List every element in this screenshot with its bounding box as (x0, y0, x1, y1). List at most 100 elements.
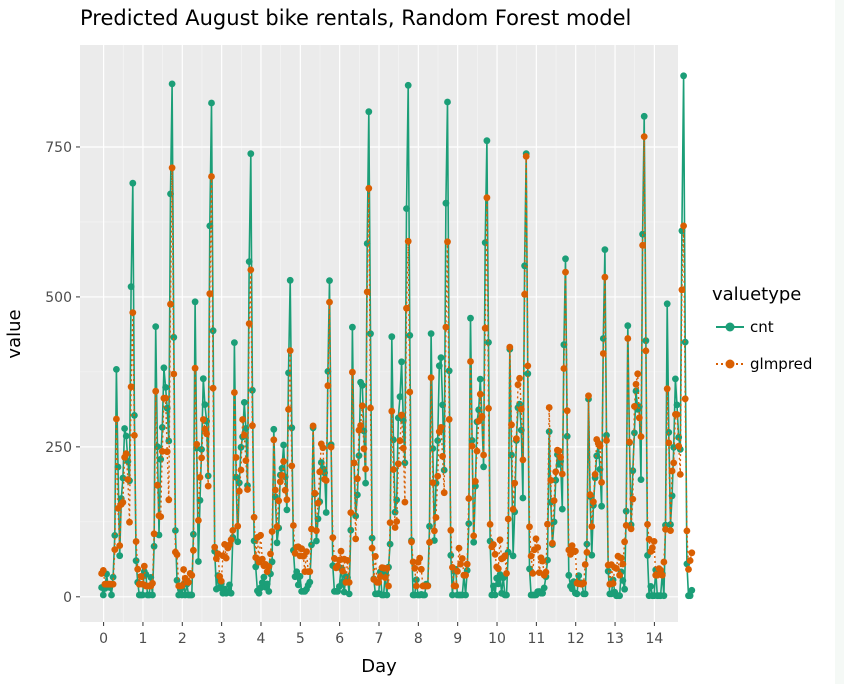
data-point-cnt (268, 558, 276, 566)
window-edge-strip (835, 0, 844, 684)
data-point-cnt (257, 584, 264, 592)
data-point-cnt (429, 445, 437, 452)
data-point-glmpred (375, 579, 383, 586)
data-point-glmpred (521, 290, 528, 298)
data-point-glmpred (544, 520, 551, 528)
data-point-glmpred (154, 481, 161, 489)
data-point-glmpred (586, 491, 594, 499)
data-point-glmpred (534, 544, 542, 551)
data-point-glmpred (206, 290, 214, 298)
data-point-glmpred (486, 521, 494, 528)
data-point-cnt (326, 277, 333, 284)
data-point-cnt (386, 540, 394, 548)
data-point-glmpred (632, 380, 640, 388)
data-point-glmpred (270, 436, 278, 444)
data-point-glmpred (591, 471, 599, 478)
data-point-glmpred (686, 557, 694, 564)
data-point-glmpred (622, 522, 630, 529)
data-point-glmpred (539, 557, 546, 565)
data-point-cnt (619, 577, 627, 584)
data-point-glmpred (288, 462, 296, 470)
data-point-cnt (358, 382, 366, 389)
data-point-glmpred (667, 527, 674, 534)
data-point-cnt (447, 551, 455, 559)
data-point-glmpred (517, 405, 525, 413)
data-point-glmpred (514, 381, 522, 389)
data-point-glmpred (217, 577, 225, 585)
data-point-glmpred (111, 546, 119, 553)
data-point-glmpred (627, 525, 635, 533)
data-point-cnt (255, 589, 263, 597)
data-point-glmpred (439, 452, 446, 460)
data-point-cnt (367, 330, 374, 338)
data-point-glmpred (383, 564, 391, 572)
data-point-glmpred (629, 495, 637, 503)
series-layer (98, 72, 696, 600)
data-point-cnt (491, 591, 499, 599)
data-point-glmpred (129, 309, 137, 316)
data-point-glmpred (467, 358, 474, 365)
data-point-cnt (242, 425, 250, 432)
data-point-glmpred (367, 404, 374, 412)
data-point-cnt (439, 401, 446, 409)
data-point-glmpred (319, 444, 327, 452)
data-point-glmpred (193, 440, 201, 448)
data-point-glmpred (634, 370, 642, 378)
data-point-glmpred (157, 513, 165, 520)
data-point-glmpred (345, 579, 353, 586)
data-point-glmpred (137, 573, 145, 580)
data-point-glmpred (272, 486, 279, 494)
data-point-glmpred (311, 489, 319, 497)
data-point-glmpred (173, 551, 181, 558)
data-point-glmpred (550, 497, 558, 504)
y-tick-label: 750 (45, 140, 72, 156)
data-point-cnt (265, 588, 273, 595)
x-tick-label: 10 (488, 631, 506, 647)
data-point-cnt (616, 592, 623, 600)
data-point-cnt (467, 314, 474, 322)
data-point-cnt (601, 246, 609, 254)
data-point-cnt (263, 580, 271, 588)
x-tick-label: 0 (99, 631, 108, 647)
data-point-glmpred (462, 571, 469, 579)
data-point-glmpred (140, 562, 148, 570)
data-point-glmpred (209, 384, 217, 392)
data-point-glmpred (434, 472, 442, 480)
legend-label-glmpred: glmpred (750, 355, 812, 373)
data-point-glmpred (211, 543, 219, 551)
data-point-glmpred (281, 486, 289, 494)
data-point-glmpred (658, 571, 666, 579)
data-point-cnt (442, 199, 450, 207)
data-point-cnt (157, 455, 165, 463)
data-point-cnt (434, 437, 442, 444)
data-point-glmpred (347, 509, 355, 516)
data-point-glmpred (568, 542, 576, 549)
data-point-cnt (109, 573, 117, 581)
data-point-glmpred (170, 370, 178, 378)
data-point-glmpred (150, 530, 158, 538)
data-point-glmpred (124, 476, 132, 483)
data-point-glmpred (532, 535, 540, 543)
data-point-cnt (286, 276, 294, 284)
x-tick-label: 6 (335, 631, 344, 647)
data-point-glmpred (496, 536, 504, 544)
data-point-glmpred (508, 421, 515, 429)
data-point-glmpred (399, 444, 407, 452)
data-point-cnt (485, 339, 492, 346)
data-point-cnt (288, 424, 296, 432)
data-point-glmpred (663, 385, 671, 393)
data-point-glmpred (250, 513, 258, 521)
data-point-glmpred (547, 476, 555, 484)
data-point-glmpred (506, 343, 514, 351)
data-point-cnt (231, 339, 238, 346)
data-point-glmpred (437, 424, 445, 431)
data-point-glmpred (273, 523, 281, 531)
data-point-glmpred (358, 402, 366, 410)
data-point-cnt (206, 222, 214, 230)
data-point-glmpred (473, 447, 481, 455)
data-point-glmpred (613, 565, 620, 572)
data-point-glmpred (285, 406, 292, 413)
data-point-cnt (440, 466, 448, 474)
data-point-glmpred (313, 527, 320, 535)
